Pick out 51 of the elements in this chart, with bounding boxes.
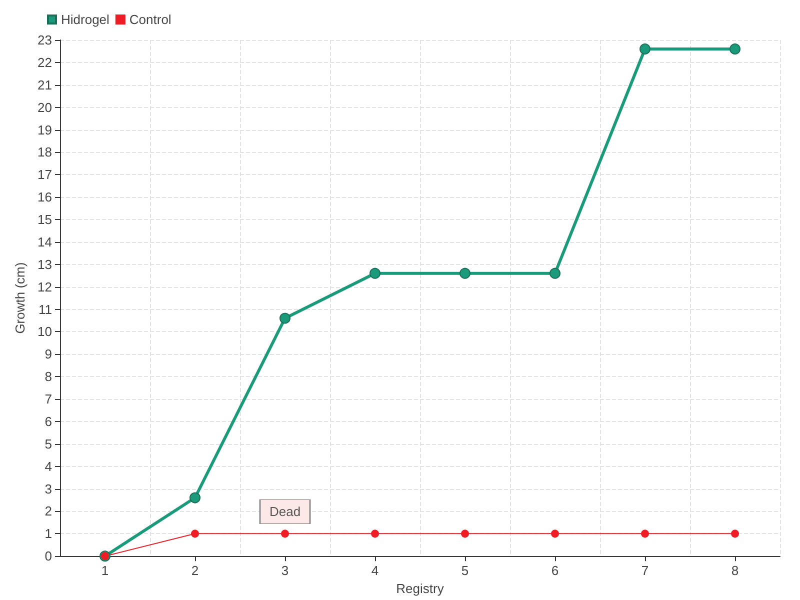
x-axis-title: Registry: [396, 581, 444, 596]
y-tick-label: 4: [44, 458, 52, 474]
point: [370, 268, 380, 279]
y-tick-label: 20: [38, 100, 52, 115]
x-tick-label: 3: [281, 563, 289, 578]
x-tick-label: 7: [641, 563, 649, 578]
y-tick-label: 13: [38, 256, 52, 272]
x-tick-label: 1: [101, 563, 109, 578]
point: [191, 530, 199, 538]
y-tick-label: 8: [44, 369, 52, 384]
y-tick-label: 18: [38, 144, 52, 160]
legend-label: Control: [129, 12, 172, 27]
x-tick-label: 6: [551, 563, 559, 578]
y-tick-label: 19: [38, 122, 52, 138]
point: [281, 530, 289, 538]
x-tick-label: 5: [461, 563, 469, 578]
y-tick-label: 16: [38, 190, 52, 205]
y-tick-label: 17: [38, 167, 52, 182]
point: [731, 530, 739, 538]
point: [460, 268, 470, 279]
y-tick-label: 6: [44, 414, 52, 429]
point: [461, 530, 469, 538]
annotation: Dead: [269, 504, 301, 520]
y-tick-label: 22: [38, 54, 52, 70]
y-tick-label: 7: [44, 392, 52, 407]
point: [280, 312, 290, 324]
point: [550, 268, 560, 279]
y-tick-label: 23: [38, 32, 52, 48]
y-tick-label: 12: [38, 279, 52, 294]
y-tick-label: 1: [44, 526, 52, 542]
y-tick-label: 0: [44, 548, 52, 564]
point: [641, 530, 649, 538]
y-tick-label: 14: [38, 234, 52, 250]
point: [640, 43, 650, 54]
y-tick-label: 9: [44, 346, 52, 362]
y-tick-label: 3: [44, 481, 52, 496]
x-tick-label: 4: [371, 563, 379, 578]
y-tick-label: 2: [44, 504, 52, 519]
y-tick-label: 21: [38, 77, 52, 92]
x-tick-label: 8: [731, 563, 739, 578]
point: [371, 530, 379, 538]
point: [551, 530, 559, 538]
legend-label: Hidrogel: [61, 12, 110, 27]
y-tick-label: 10: [38, 324, 52, 340]
point: [190, 492, 200, 504]
point: [730, 43, 740, 54]
y-tick-label: 5: [44, 436, 52, 452]
y-axis-title: Growth (cm): [12, 262, 28, 334]
y-tick-label: 11: [38, 302, 52, 317]
x-tick-label: 2: [191, 563, 199, 578]
y-tick-label: 15: [38, 212, 52, 228]
